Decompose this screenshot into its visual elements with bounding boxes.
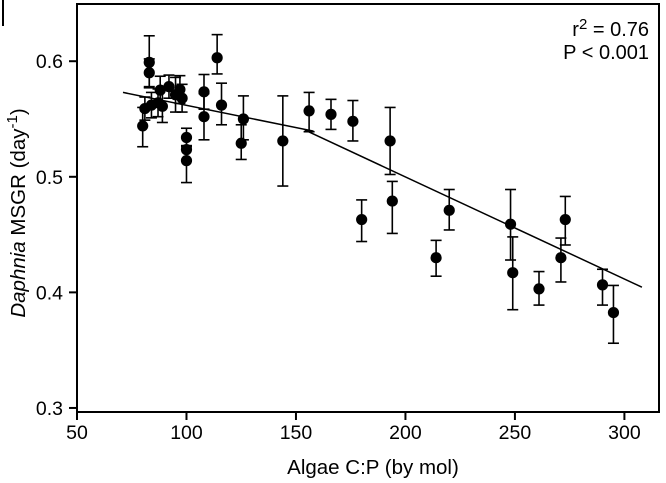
stats-annotation: r2 = 0.76 P < 0.001 <box>563 16 649 64</box>
y-tick-label: 0.3 <box>36 398 63 420</box>
y-tick-label: 0.5 <box>36 167 63 189</box>
y-tick-label: 0.6 <box>36 51 63 73</box>
data-point <box>137 120 149 132</box>
r-squared-text: r2 = 0.76 <box>572 16 649 41</box>
data-point <box>154 84 166 96</box>
data-point <box>180 131 193 144</box>
data-point <box>215 99 228 111</box>
x-tick-label: 300 <box>608 422 641 444</box>
data-point <box>386 195 398 207</box>
data-point <box>180 144 193 156</box>
data-point <box>356 213 368 226</box>
data-point <box>198 86 210 98</box>
data-point <box>176 92 188 104</box>
plot-area: 50 100 150 200 250 300 0.3 0.4 0.5 0.6 <box>36 3 660 444</box>
trend-line-segment <box>304 129 643 288</box>
data-point <box>533 283 545 295</box>
data-point <box>156 100 168 112</box>
data-point <box>596 279 609 291</box>
data-point <box>325 108 337 120</box>
data-point <box>443 204 455 216</box>
y-axis-title-species: Daphnia <box>7 241 30 317</box>
data-point <box>303 105 315 117</box>
x-tick-label: 50 <box>66 422 88 444</box>
data-point <box>277 135 289 147</box>
screenshot-edge-artifact <box>2 0 4 26</box>
plot-border <box>76 3 660 413</box>
data-point <box>211 52 223 64</box>
data-point <box>504 218 517 230</box>
data-point <box>237 113 250 125</box>
data-point <box>507 267 519 279</box>
data-point <box>174 83 186 96</box>
x-tick-label: 250 <box>499 422 532 444</box>
data-point <box>430 252 442 264</box>
data-point <box>198 111 210 123</box>
y-axis-title-close: ) <box>7 108 30 115</box>
data-point <box>235 137 247 149</box>
data-point <box>384 135 396 147</box>
y-tick-label: 0.4 <box>36 282 63 304</box>
x-tick-label: 150 <box>280 422 313 444</box>
data-point <box>143 56 155 68</box>
data-point <box>163 81 175 93</box>
x-tick-label: 100 <box>170 422 203 444</box>
data-point <box>607 307 620 319</box>
error-bar <box>386 180 398 235</box>
y-axis-title-rest: MSGR (day <box>7 128 30 242</box>
data-point <box>555 252 567 264</box>
data-point <box>347 115 359 127</box>
data-point <box>143 67 155 79</box>
y-axis-title: Daphnia MSGR (day-1) <box>4 108 30 317</box>
x-axis-title: Algae C:P (by mol) <box>287 456 459 479</box>
x-tick-label: 200 <box>389 422 422 444</box>
p-value-text: P < 0.001 <box>563 42 649 64</box>
data-point <box>559 213 571 226</box>
y-axis-title-sup: -1 <box>4 115 21 128</box>
data-point <box>180 155 193 167</box>
